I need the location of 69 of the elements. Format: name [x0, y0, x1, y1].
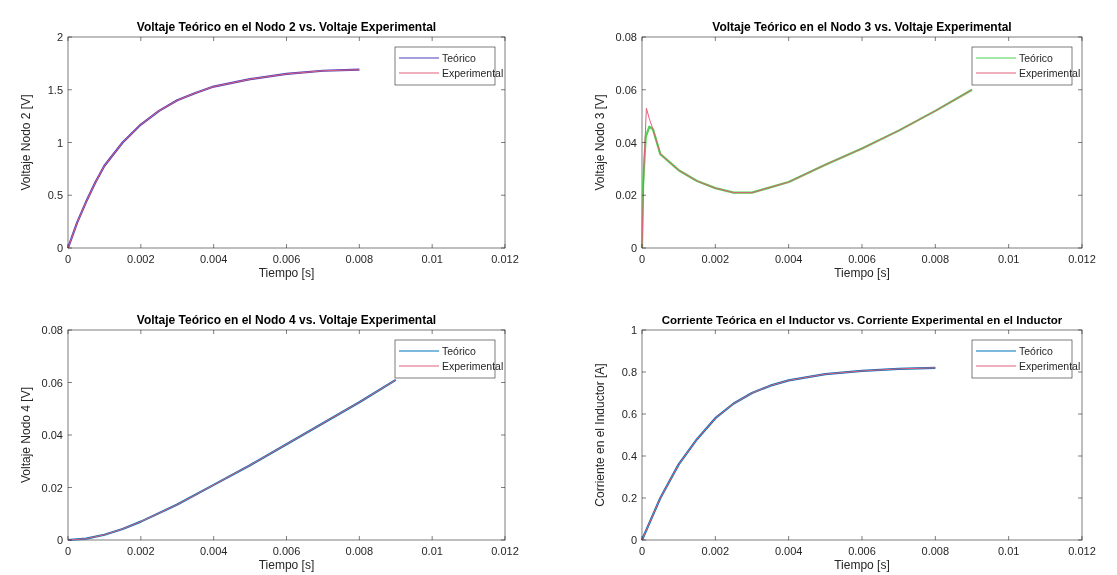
- y-tick-label: 2: [56, 31, 63, 43]
- y-axis-title: Voltaje Nodo 2 [V]: [19, 94, 33, 191]
- legend-label: Experimental: [1019, 360, 1081, 372]
- x-tick-label: 0.012: [1068, 545, 1096, 557]
- x-tick-label: 0.002: [127, 545, 155, 557]
- y-tick-label: 0: [630, 242, 637, 254]
- y-tick-label: 0.04: [615, 136, 637, 149]
- legend-label: Teórico: [442, 345, 477, 357]
- legend-label: Teórico: [442, 52, 477, 64]
- x-tick-label: 0.008: [345, 545, 374, 557]
- x-tick-label: 0.01: [997, 545, 1020, 557]
- x-tick-label: 0.004: [774, 253, 803, 265]
- x-tick-label: 0.004: [774, 545, 803, 557]
- x-tick-label: 0.002: [701, 253, 730, 265]
- y-tick-label: 0: [630, 534, 637, 546]
- x-tick-label: 0.012: [491, 253, 519, 265]
- x-axis-title: Tiempo [s]: [834, 266, 890, 280]
- y-tick-label: 0.04: [41, 429, 63, 441]
- legend-label: Experimental: [442, 360, 504, 372]
- x-tick-label: 0.01: [421, 253, 443, 265]
- y-tick-label: 0.5: [47, 189, 63, 202]
- y-tick-label: 0: [56, 242, 63, 254]
- y-axis-title: Voltaje Nodo 4 [V]: [19, 386, 33, 484]
- y-tick-label: 1: [630, 324, 637, 336]
- x-tick-label: 0.008: [345, 253, 374, 265]
- x-tick-label: 0.002: [127, 253, 155, 265]
- x-tick-label: 0.006: [848, 253, 876, 265]
- y-tick-label: 0.02: [41, 481, 63, 494]
- y-tick-label: 1.5: [47, 83, 63, 96]
- y-tick-label: 0.8: [621, 366, 637, 378]
- x-tick-label: 0.01: [997, 253, 1020, 265]
- legend-label: Teórico: [1019, 52, 1054, 64]
- y-tick-label: 0.06: [41, 376, 63, 389]
- y-tick-label: 0: [56, 534, 63, 546]
- chart-title: Voltaje Teórico en el Nodo 3 vs. Voltaje Experimental: [712, 20, 1012, 34]
- x-tick-label: 0.006: [272, 253, 301, 265]
- x-tick-label: 0.012: [1068, 253, 1096, 265]
- y-tick-label: 0.4: [621, 450, 637, 462]
- y-tick-label: 0.6: [621, 408, 637, 420]
- y-axis-title: Corriente en el Inductor [A]: [593, 363, 607, 507]
- chart-title: Voltaje Teórico en el Nodo 4 vs. Voltaje Experimental: [136, 313, 437, 327]
- y-axis-title: Voltaje Nodo 3 [V]: [593, 94, 607, 191]
- y-tick-label: 1: [56, 136, 63, 149]
- x-axis-title: Tiempo [s]: [258, 266, 315, 280]
- legend-label: Experimental: [442, 67, 504, 79]
- y-tick-label: 0.02: [615, 189, 637, 202]
- x-axis-title: Tiempo [s]: [258, 558, 315, 572]
- y-tick-label: 0.06: [615, 83, 637, 96]
- x-tick-label: 0.006: [848, 545, 876, 557]
- legend-label: Experimental: [1019, 67, 1081, 79]
- x-tick-label: 0.008: [921, 253, 950, 265]
- y-tick-label: 0.08: [615, 31, 637, 43]
- x-tick-label: 0.002: [701, 545, 730, 557]
- x-tick-label: 0: [638, 253, 646, 265]
- x-tick-label: 0.004: [199, 253, 228, 265]
- x-tick-label: 0: [64, 545, 72, 557]
- x-tick-label: 0: [64, 253, 72, 265]
- x-tick-label: 0.006: [272, 545, 301, 557]
- x-axis-title: Tiempo [s]: [834, 558, 890, 572]
- x-tick-label: 0.01: [421, 545, 443, 557]
- legend-label: Teórico: [1019, 345, 1054, 357]
- y-tick-label: 0.08: [41, 324, 63, 336]
- x-tick-label: 0: [638, 545, 646, 557]
- x-tick-label: 0.008: [921, 545, 950, 557]
- chart-title: Voltaje Teórico en el Nodo 2 vs. Voltaje Experimental: [136, 20, 437, 34]
- x-tick-label: 0.012: [491, 545, 519, 557]
- x-tick-label: 0.004: [199, 545, 228, 557]
- chart-title: Corriente Teórica en el Inductor vs. Corriente Experimental en el Inductor: [661, 314, 1063, 326]
- y-tick-label: 0.2: [621, 492, 637, 504]
